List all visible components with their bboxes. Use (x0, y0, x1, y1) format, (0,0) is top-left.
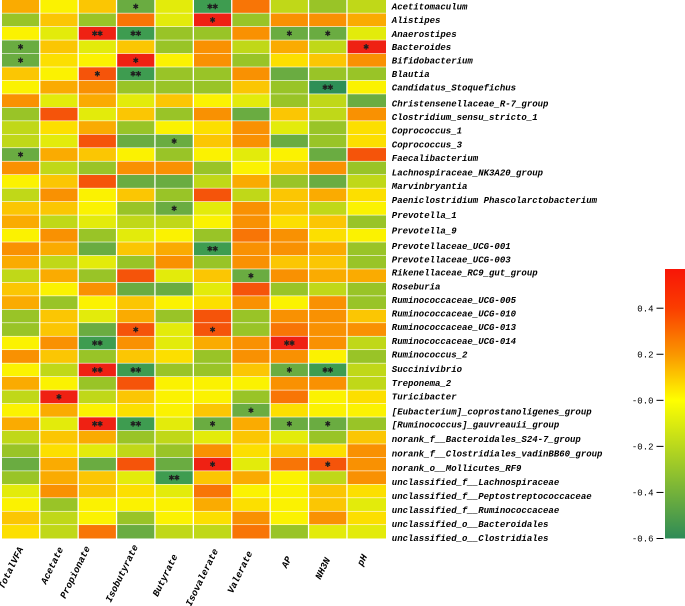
svg-text:Marvinbryantia: Marvinbryantia (391, 182, 468, 192)
svg-text:Acetitomaculum: Acetitomaculum (391, 2, 468, 12)
svg-text:unclassified_o__Bacteroidales: unclassified_o__Bacteroidales (392, 520, 549, 530)
svg-text:[Eubacterium]_coprostanoligene: [Eubacterium]_coprostanoligenes_group (392, 407, 592, 417)
svg-text:Rikenellaceae_RC9_gut_group: Rikenellaceae_RC9_gut_group (392, 269, 538, 279)
svg-text:Faecalibacterium: Faecalibacterium (392, 154, 479, 164)
svg-text:Alistipes: Alistipes (391, 16, 441, 26)
svg-text:unclassified_f__Peptostreptoco: unclassified_f__Peptostreptococcaceae (392, 492, 592, 502)
svg-text:Paeniclostridium Phascolarctob: Paeniclostridium Phascolarctobacterium (392, 196, 598, 206)
svg-text:Prevotella_1: Prevotella_1 (392, 211, 457, 221)
svg-text:-0.2: -0.2 (632, 443, 654, 453)
svg-text:Ruminococcaceae_UCG-013: Ruminococcaceae_UCG-013 (392, 323, 517, 333)
svg-text:-0.6: -0.6 (632, 535, 654, 545)
svg-text:AP: AP (279, 555, 294, 571)
svg-text:Prevotellaceae_UCG-003: Prevotellaceae_UCG-003 (392, 255, 511, 265)
svg-text:Coprococcus_3: Coprococcus_3 (392, 141, 463, 151)
svg-text:Blautia: Blautia (392, 70, 430, 80)
svg-text:norank_f__Bacteroidales_S24-7_: norank_f__Bacteroidales_S24-7_group (392, 435, 582, 445)
svg-text:Lachnospiraceae_NK3A20_group: Lachnospiraceae_NK3A20_group (392, 168, 544, 178)
svg-text:Coprococcus_1: Coprococcus_1 (392, 127, 462, 137)
svg-text:unclassified_o__Clostridiales: unclassified_o__Clostridiales (392, 534, 549, 544)
svg-text:unclassified_f__Lachnospiracea: unclassified_f__Lachnospiraceae (392, 478, 560, 488)
svg-text:Clostridium_sensu_stricto_1: Clostridium_sensu_stricto_1 (392, 113, 538, 123)
svg-text:norank_f__Clostridiales_vadinB: norank_f__Clostridiales_vadinBB60_group (392, 450, 603, 460)
svg-text:Ruminococcaceae_UCG-010: Ruminococcaceae_UCG-010 (392, 310, 517, 320)
svg-text:norank_o__Mollicutes_RF9: norank_o__Mollicutes_RF9 (392, 464, 522, 474)
svg-text:unclassified_f__Ruminococcacea: unclassified_f__Ruminococcaceae (392, 506, 560, 516)
svg-text:Succinivibrio: Succinivibrio (392, 365, 463, 375)
svg-text:-0.0: -0.0 (632, 397, 654, 407)
svg-text:Bifidobacterium: Bifidobacterium (392, 57, 474, 67)
svg-text:Candidatus_Stoquefichus: Candidatus_Stoquefichus (392, 84, 516, 94)
svg-text:Bacteroides: Bacteroides (392, 43, 451, 53)
svg-text:pH: pH (355, 552, 370, 568)
svg-text:[Ruminococcus]_gauvreauii_grou: [Ruminococcus]_gauvreauii_group (392, 420, 560, 430)
svg-text:0.4: 0.4 (637, 304, 653, 314)
svg-text:0.2: 0.2 (637, 350, 653, 360)
svg-text:Prevotella_9: Prevotella_9 (392, 227, 457, 237)
svg-text:Christensenellaceae_R-7_group: Christensenellaceae_R-7_group (392, 99, 549, 109)
svg-text:Roseburia: Roseburia (392, 282, 441, 292)
svg-text:Turicibacter: Turicibacter (392, 392, 457, 402)
svg-text:Prevotellaceae_UCG-001: Prevotellaceae_UCG-001 (392, 242, 511, 252)
svg-text:Treponema_2: Treponema_2 (392, 379, 452, 389)
svg-text:Ruminococcaceae_UCG-005: Ruminococcaceae_UCG-005 (392, 296, 517, 306)
svg-text:Ruminococcus_2: Ruminococcus_2 (392, 350, 468, 360)
svg-text:-0.4: -0.4 (632, 489, 654, 499)
svg-text:Ruminococcaceae_UCG-014: Ruminococcaceae_UCG-014 (392, 337, 517, 347)
svg-text:Anaerostipes: Anaerostipes (391, 30, 457, 40)
